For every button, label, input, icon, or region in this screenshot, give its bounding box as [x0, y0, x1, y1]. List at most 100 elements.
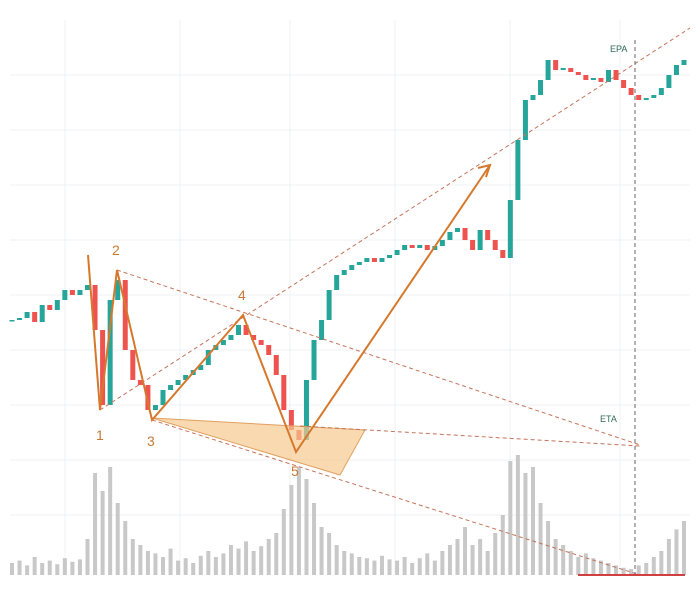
candle — [228, 335, 234, 340]
candle — [613, 70, 619, 80]
candle — [137, 380, 143, 385]
volume-bar — [538, 503, 543, 575]
candle — [319, 320, 325, 340]
volume-bar — [100, 491, 105, 575]
candle — [62, 290, 68, 300]
candle — [605, 70, 611, 82]
candle — [273, 355, 279, 375]
volume-bar — [228, 545, 233, 575]
volume-bar — [583, 553, 588, 575]
volume-bar — [145, 551, 150, 575]
volume-bar — [138, 545, 143, 575]
volume-bar — [523, 473, 528, 575]
candle — [107, 300, 113, 405]
candle — [439, 240, 445, 246]
volume-bar — [198, 555, 203, 575]
support-line — [151, 419, 641, 576]
volume-bar — [636, 565, 641, 575]
volume-bar — [213, 557, 218, 575]
candle — [628, 88, 634, 95]
volume-bar — [591, 558, 596, 575]
volume-bar — [77, 559, 82, 575]
volume-bar — [296, 467, 301, 575]
volume-bar — [221, 553, 226, 575]
candle — [394, 250, 400, 255]
volume-bar — [10, 563, 14, 575]
volume-bar — [417, 558, 422, 575]
volume-bar — [206, 551, 211, 575]
candle — [9, 320, 15, 322]
volume-bar — [274, 533, 279, 575]
candle — [251, 335, 257, 340]
volume-bar — [183, 558, 188, 575]
candle — [17, 318, 23, 320]
candle — [454, 228, 460, 232]
volume-bar — [432, 560, 437, 575]
candle — [651, 95, 657, 98]
volume-bar — [621, 567, 626, 575]
volume-bar — [108, 467, 113, 575]
volume-bar — [289, 485, 294, 575]
candle — [621, 80, 627, 88]
candle — [371, 258, 377, 262]
volume-bar — [493, 533, 498, 575]
candle — [145, 385, 151, 410]
volume-bar — [372, 560, 377, 575]
candle — [568, 68, 574, 72]
candle — [658, 88, 664, 95]
volume-bar — [153, 553, 158, 575]
epa-line — [99, 27, 691, 411]
volume-bar — [168, 548, 173, 575]
candle — [311, 340, 317, 380]
candle — [417, 245, 423, 248]
epa-label: EPA — [610, 44, 627, 54]
point-label: 4 — [238, 287, 246, 303]
candle — [477, 230, 483, 250]
candle — [666, 75, 672, 88]
volume-bar — [17, 560, 22, 575]
point-label: 1 — [96, 427, 104, 443]
volume-bar — [70, 561, 75, 575]
candle — [356, 262, 362, 265]
candle — [522, 100, 528, 140]
volume-bar — [244, 541, 249, 575]
volume-bar — [379, 555, 384, 575]
candle — [281, 375, 287, 410]
volume-bar — [447, 545, 452, 575]
candle — [681, 60, 687, 65]
volume-bar — [312, 503, 317, 575]
eta-level — [299, 425, 641, 447]
candle — [560, 68, 566, 70]
volume-bar — [666, 539, 671, 575]
candle — [515, 140, 521, 200]
candle — [92, 285, 98, 330]
volume-bar — [115, 503, 120, 575]
volume-bar — [161, 557, 166, 575]
volume-bar — [402, 557, 407, 575]
volume-bar — [455, 539, 460, 575]
candle — [130, 350, 136, 380]
candle — [349, 265, 355, 270]
volume-bar — [304, 479, 309, 575]
candle — [575, 72, 581, 75]
candle — [115, 280, 121, 300]
volume-bar — [319, 527, 324, 575]
candle — [545, 60, 551, 80]
candle — [553, 60, 559, 70]
volume-bar — [629, 569, 634, 575]
volume-bar — [485, 551, 490, 575]
volume-bar — [470, 545, 475, 575]
volume-bar — [47, 560, 52, 575]
candle — [387, 255, 393, 258]
volume-bar — [546, 521, 551, 575]
candle — [500, 250, 506, 258]
volume-bar — [176, 560, 181, 575]
volume-bar — [191, 563, 196, 575]
arrow-head — [477, 163, 492, 178]
candle — [598, 78, 604, 82]
volume-bar — [463, 527, 468, 575]
volume-bar — [500, 515, 505, 575]
volume-bar — [440, 551, 445, 575]
candle — [198, 365, 204, 370]
volume-bar — [327, 533, 332, 575]
